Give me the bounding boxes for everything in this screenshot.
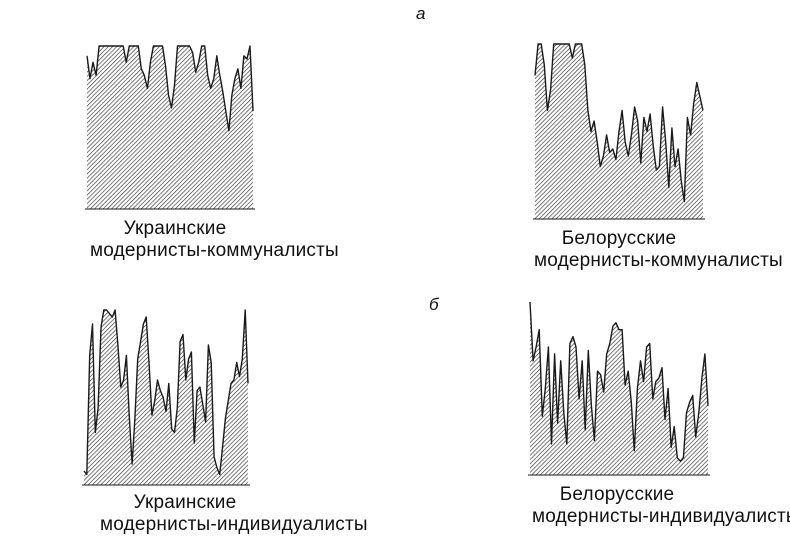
profile-outline bbox=[529, 301, 709, 462]
caption-line-1: Белорусские bbox=[561, 228, 677, 249]
profile-outline bbox=[83, 309, 249, 476]
panel-label-a: а bbox=[416, 4, 426, 23]
profile-chart-belarusian-communalists bbox=[533, 43, 705, 220]
caption-belarusian-communalists: Белорусские модернисты-коммуналисты bbox=[534, 228, 783, 272]
caption-line-2: модернисты-индивидуалисты bbox=[532, 506, 790, 527]
profile-outline bbox=[534, 43, 704, 203]
caption-line-1: Белорусские bbox=[559, 484, 675, 505]
caption-line-1: Украинские bbox=[123, 218, 227, 239]
profile-outline bbox=[86, 45, 254, 132]
profile-chart-belarusian-individualists bbox=[528, 301, 710, 476]
profile-chart-ukrainian-communalists bbox=[85, 45, 255, 210]
caption-ukrainian-communalists: Украинские модернисты-коммуналисты bbox=[90, 218, 339, 262]
caption-belarusian-individualists: Белорусские модернисты-индивидуалисты bbox=[532, 484, 790, 528]
profile-area bbox=[530, 302, 708, 475]
panel-label-b: б bbox=[429, 295, 439, 314]
caption-ukrainian-individualists: Украинские модернисты-индивидуалисты bbox=[100, 492, 368, 536]
profile-area bbox=[84, 310, 248, 485]
caption-line-2: модернисты-индивидуалисты bbox=[100, 514, 368, 535]
caption-line-1: Украинские bbox=[133, 492, 237, 513]
profile-chart-ukrainian-individualists bbox=[82, 309, 250, 486]
caption-line-2: модернисты-коммуналисты bbox=[90, 240, 339, 261]
caption-line-2: модернисты-коммуналисты bbox=[534, 250, 783, 271]
